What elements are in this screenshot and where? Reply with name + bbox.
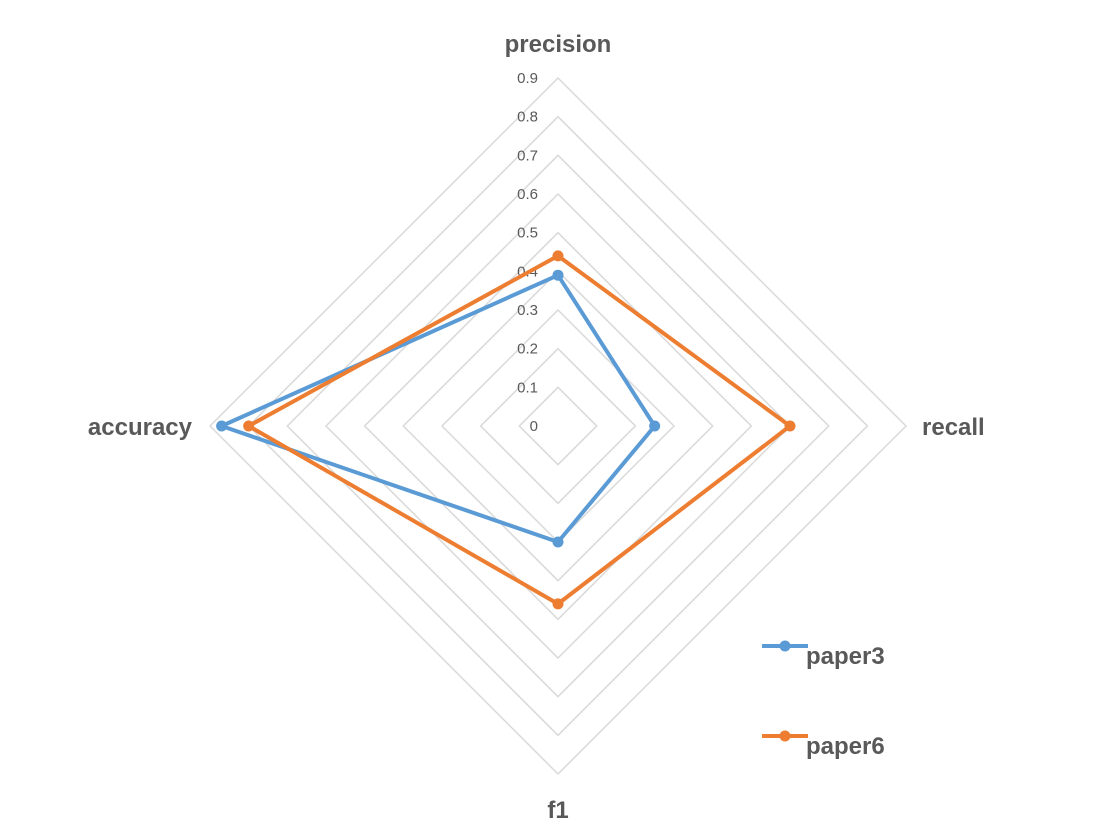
axis-label-accuracy: accuracy — [88, 414, 193, 441]
legend-label: paper6 — [806, 733, 885, 760]
data-point — [784, 420, 796, 432]
radar-grid — [208, 76, 908, 776]
grid-ring — [324, 192, 792, 660]
grid-ring — [402, 270, 714, 582]
legend: paper3 paper6 — [762, 640, 885, 760]
data-point — [649, 420, 661, 432]
data-point — [216, 420, 228, 432]
series-paper6 — [243, 250, 796, 610]
grid-ring — [479, 347, 637, 505]
tick-label: 0.2 — [517, 341, 538, 358]
grid-ring — [208, 76, 908, 776]
axis-label-recall: recall — [922, 414, 985, 441]
tick-label: 0.5 — [517, 225, 538, 242]
tick-label: 0.3 — [517, 302, 538, 319]
legend-label: paper3 — [806, 643, 885, 670]
tick-label: 0.9 — [517, 70, 538, 87]
grid-ring — [440, 308, 676, 544]
radar-series — [216, 250, 796, 610]
tick-label: 0.6 — [517, 186, 538, 203]
series-paper3 — [216, 269, 661, 548]
tick-label: 0.8 — [517, 109, 538, 126]
radar-tick-labels: 00.10.20.30.40.50.60.70.80.9 — [517, 70, 538, 435]
grid-ring — [518, 386, 598, 466]
data-point — [552, 250, 564, 262]
grid-ring — [363, 231, 753, 621]
tick-label: 0 — [530, 418, 538, 435]
radar-axis-labels: precision recall f1 accuracy — [88, 31, 985, 824]
grid-ring — [247, 115, 869, 737]
tick-label: 0.7 — [517, 147, 538, 164]
grid-ring — [286, 154, 830, 698]
data-point — [552, 598, 564, 610]
legend-marker — [779, 640, 791, 652]
legend-marker — [779, 730, 791, 742]
axis-label-precision: precision — [505, 31, 612, 58]
data-point — [552, 536, 564, 548]
legend-item-paper3: paper3 — [762, 640, 885, 670]
axis-label-f1: f1 — [547, 797, 568, 824]
data-point — [552, 269, 564, 281]
legend-item-paper6: paper6 — [762, 730, 885, 760]
tick-label: 0.1 — [517, 379, 538, 396]
data-point — [243, 420, 255, 432]
